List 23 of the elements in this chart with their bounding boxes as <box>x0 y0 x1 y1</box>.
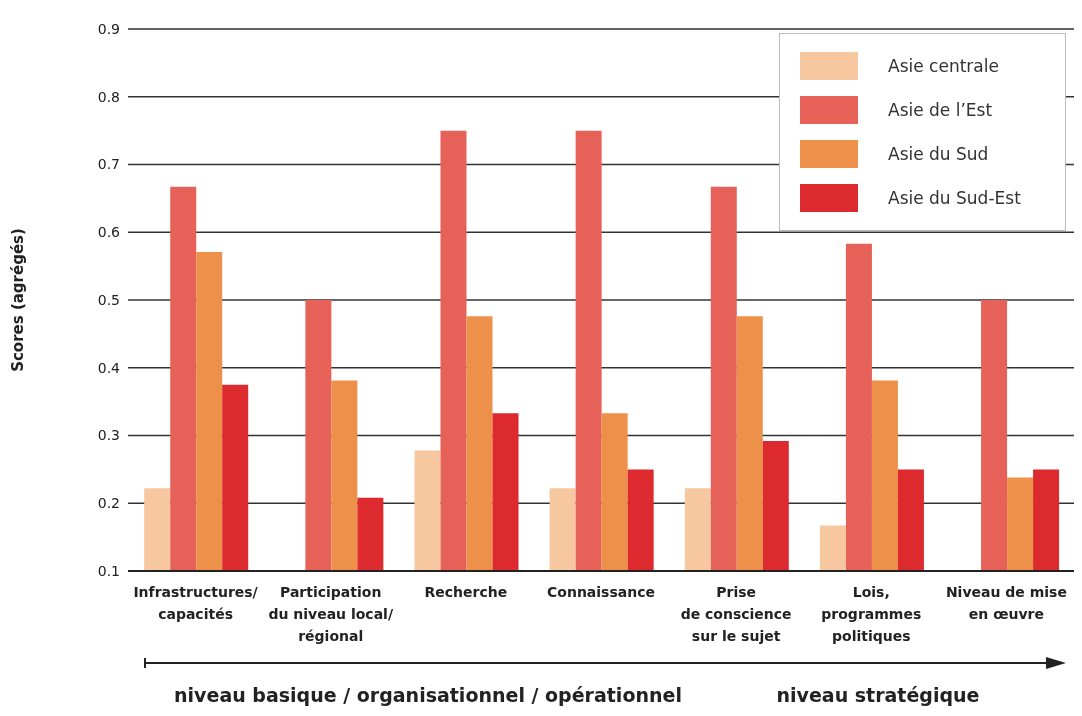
x-tick-label: Participation du niveau local/ régional <box>268 584 394 644</box>
legend-label: Asie du Sud-Est <box>888 188 1021 208</box>
y-tick-label: 0.6 <box>97 224 121 241</box>
x-tick-label: Lois, programmes politiques <box>821 584 922 644</box>
x-tick-label: Infrastructures/ capacités <box>133 584 259 622</box>
y-axis-title: Scores (agrégés) <box>9 228 28 372</box>
legend-label: Asie du Sud <box>888 144 989 164</box>
legend-label: Asie de l’Est <box>888 100 993 120</box>
y-tick-label: 0.5 <box>97 291 120 308</box>
y-tick-label: 0.4 <box>97 359 121 376</box>
x-tick-label: Recherche <box>424 584 508 600</box>
text: niveau basique / organisationnel / opérationnel <box>173 684 683 706</box>
y-tick-label: 0.1 <box>97 562 120 579</box>
y-tick-label: 0.3 <box>97 427 120 444</box>
legend-label: Asie centrale <box>888 56 999 76</box>
y-tick-label: 0.8 <box>97 88 120 105</box>
text: niveau stratégique <box>775 684 981 706</box>
y-tick-label: 0.7 <box>97 156 120 173</box>
x-tick-label: Connaissance <box>547 584 655 600</box>
y-tick-label: 0.9 <box>97 20 120 37</box>
x-tick-label: Prise de conscience sur le sujet <box>680 584 792 644</box>
x-tick-label: Niveau de mise en œuvre <box>945 584 1067 622</box>
y-tick-label: 0.2 <box>97 495 120 512</box>
